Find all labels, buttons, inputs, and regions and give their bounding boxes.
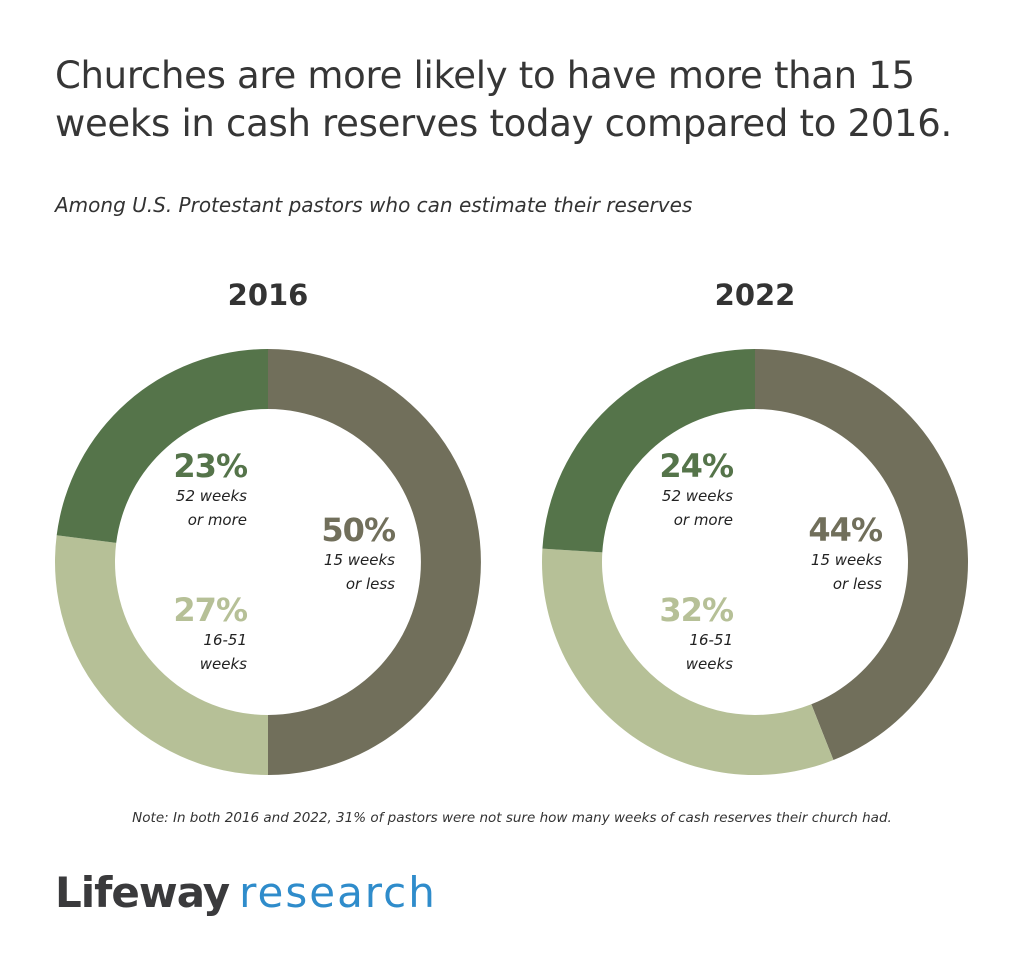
label-2016-16-51-weeks: 27% 16-51 weeks [67,591,248,676]
desc-line: weeks [199,655,247,673]
desc-line: 52 weeks [175,487,247,505]
chart-note: Note: In both 2016 and 2022, 31% of past… [132,810,892,826]
logo-lifeway: Lifeway [55,868,230,917]
label-2022-16-51-weeks: 32% 16-51 weeks [553,591,734,676]
lifeway-research-logo: Lifeway research [55,868,437,917]
pct-label: 50% [321,511,396,549]
desc-line: 52 weeks [661,487,733,505]
desc-line: 15 weeks [323,551,395,569]
label-2022-52-weeks: 24% 52 weeks or more [553,447,734,532]
donut-slice-2016-16-51-weeks [55,535,268,775]
pct-label: 44% [808,511,883,549]
label-2016-15-weeks: 50% 15 weeks or less [215,511,396,596]
chart-title: Churches are more likely to have more th… [55,54,952,145]
desc-line: or more [187,511,247,529]
donut-slice-2022-52-weeks-or-more [542,349,755,553]
logo-research: research [239,868,437,917]
donut-slice-2022-15-weeks-or-less [755,349,969,761]
pct-label: 27% [173,591,248,629]
desc-line: or more [673,511,733,529]
donut-slice-2016-52-weeks-or-more [56,349,269,543]
year-label-2016: 2016 [227,278,309,312]
desc-line: weeks [685,655,733,673]
donut-slice-2016-15-weeks-or-less [268,349,481,775]
desc-line: 16-51 [689,631,733,649]
desc-line: or less [345,575,395,593]
desc-line: 15 weeks [810,551,882,569]
desc-line: or less [832,575,882,593]
desc-line: 16-51 [203,631,247,649]
chart-subtitle: Among U.S. Protestant pastors who can es… [55,193,693,217]
pct-label: 24% [659,447,734,485]
pct-label: 32% [659,591,734,629]
pct-label: 23% [173,447,248,485]
donut-slice-2022-16-51-weeks [541,548,834,776]
label-2022-15-weeks: 44% 15 weeks or less [702,511,883,596]
label-2016-52-weeks: 23% 52 weeks or more [67,447,248,532]
year-label-2022: 2022 [714,278,796,312]
